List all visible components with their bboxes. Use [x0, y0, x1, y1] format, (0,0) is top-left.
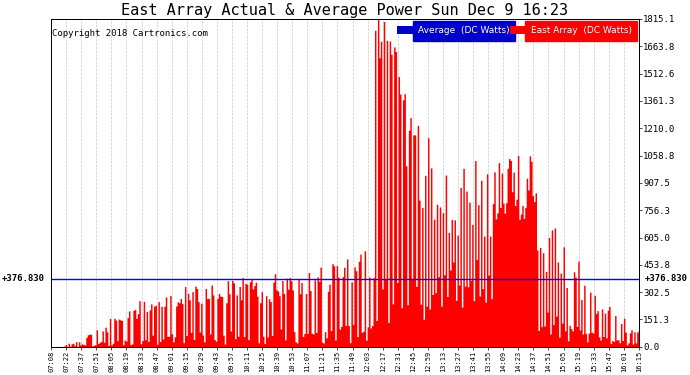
Legend: Average  (DC Watts), East Array  (DC Watts): Average (DC Watts), East Array (DC Watts… — [395, 24, 634, 38]
Title: East Array Actual & Average Power Sun Dec 9 16:23: East Array Actual & Average Power Sun De… — [121, 3, 569, 18]
Text: +376.830: +376.830 — [2, 274, 46, 283]
Text: Copyright 2018 Cartronics.com: Copyright 2018 Cartronics.com — [52, 29, 208, 38]
Text: +376.830: +376.830 — [644, 274, 688, 283]
